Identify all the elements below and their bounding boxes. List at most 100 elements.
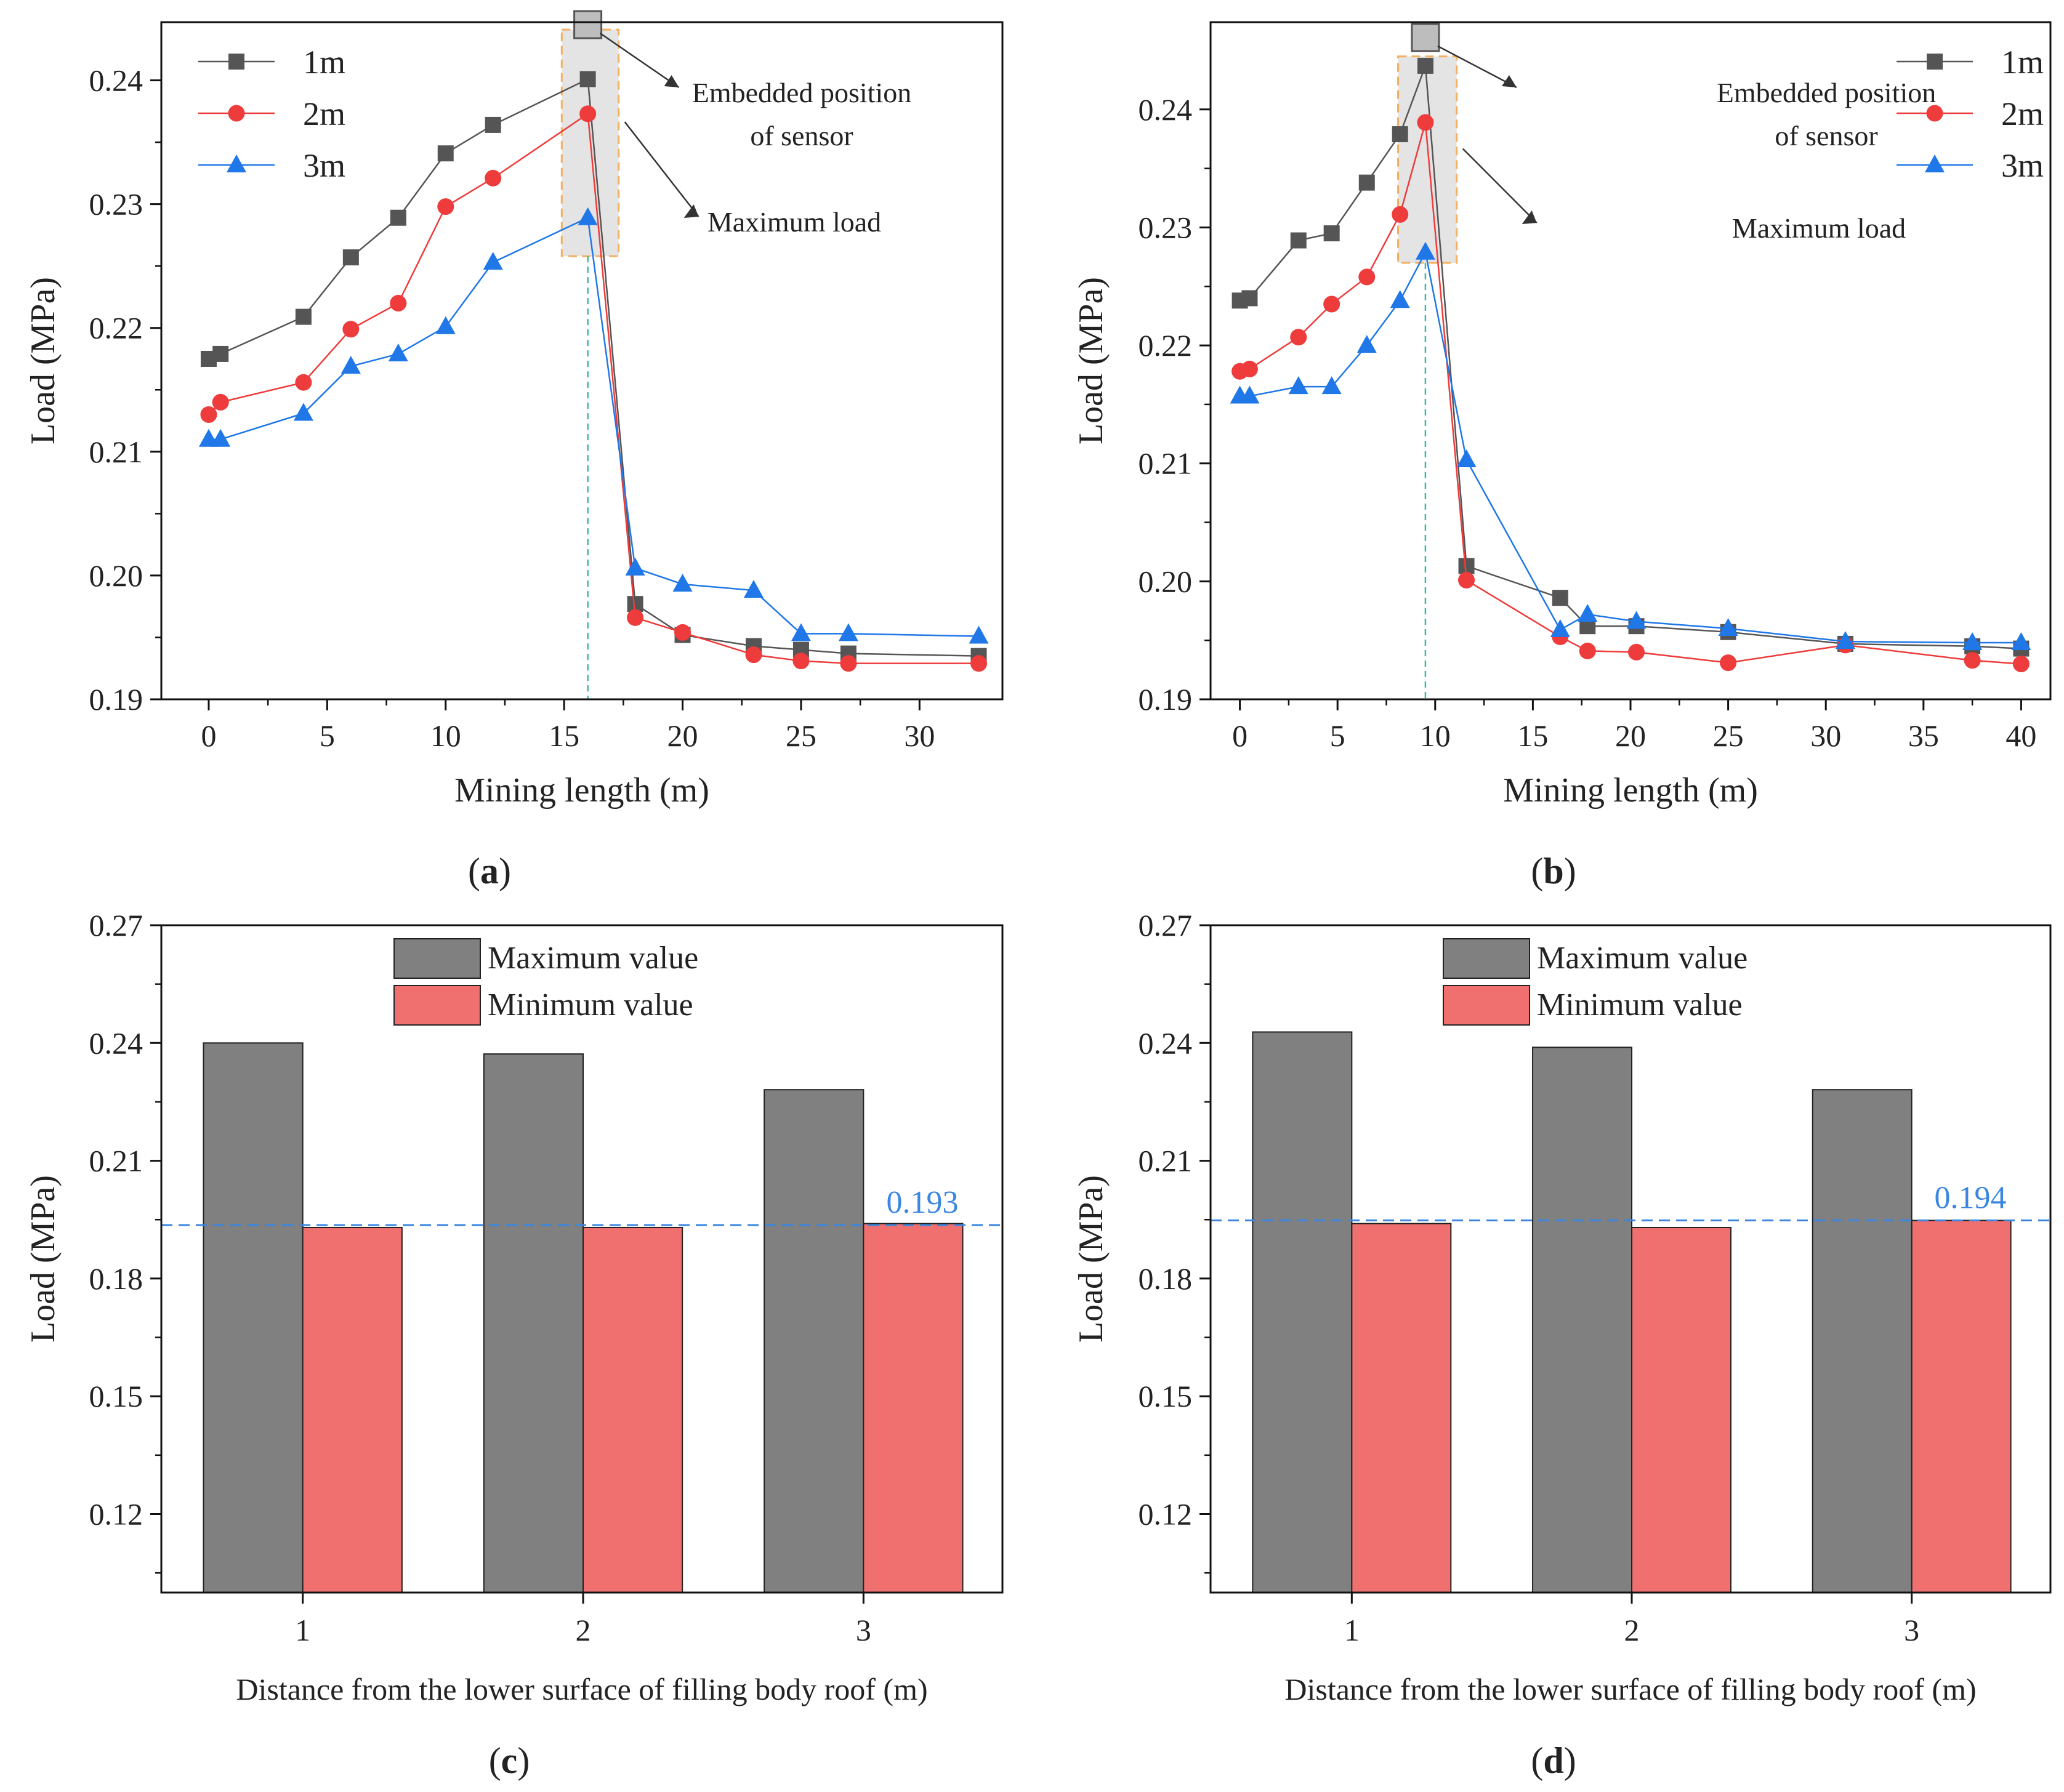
data-point-3m: [1718, 618, 1738, 637]
legend-label-1m: 1m: [2001, 44, 2044, 81]
legend-marker-2m: [1926, 105, 1943, 122]
data-point-1m: [1290, 232, 1307, 249]
data-point-3m: [341, 356, 361, 374]
legend: 1m 2m 3m: [1897, 44, 2044, 184]
data-point-1m: [390, 209, 406, 226]
y-tick-label: 0.20: [89, 558, 143, 593]
data-point-2m: [200, 406, 217, 423]
data-point-2m: [1323, 295, 1340, 313]
bar-min: [1911, 1219, 2012, 1594]
data-point-3m: [1357, 335, 1377, 353]
plot-frame: [1209, 924, 2052, 1594]
data-point-3m: [388, 343, 408, 361]
max-load-arrow-head: [1522, 211, 1537, 224]
x-tick-label: 5: [320, 718, 335, 753]
panel-label-b-letter: b: [1543, 851, 1563, 891]
data-point-3m: [1415, 241, 1435, 260]
y-tick-label: 0.19: [89, 682, 143, 717]
y-tick-label: 0.12: [1139, 1497, 1193, 1531]
data-point-3m: [1288, 376, 1308, 395]
x-tick-label: 20: [667, 718, 698, 753]
panel-label-a-letter: a: [480, 851, 499, 891]
y-tick-label: 0.22: [89, 311, 143, 345]
annotation-max-load: Maximum load: [707, 206, 881, 238]
panel-d: 1 2 3 0.194 0.12 0.15 0.18 0.21 0.24 0.27 Distance…: [1072, 908, 2052, 1706]
sensor-arrow: [599, 32, 680, 89]
data-point-2m: [1358, 268, 1376, 286]
bar-max: [1532, 1047, 1633, 1593]
data-point-2m: [674, 624, 691, 641]
data-point-2m: [1579, 642, 1596, 659]
panel-b: 0.19 0.20 0.21 0.22 0.23 0.24 0 5 10 15 20 25 30 35 40…: [1072, 21, 2052, 810]
y-tick-label: 0.18: [89, 1261, 143, 1296]
y-tick-label: 0.20: [1139, 564, 1193, 598]
legend-label-max: Maximum value: [488, 941, 698, 976]
y-tick-label: 0.27: [1139, 908, 1193, 942]
reference-line-label: 0.193: [887, 1185, 959, 1220]
x-tick-label: 3: [856, 1613, 871, 1647]
x-tick-label: 30: [1810, 718, 1841, 753]
reference-line-label: 0.194: [1935, 1181, 2007, 1216]
max-load-arrow: [1462, 148, 1538, 223]
data-point-2m: [295, 374, 312, 391]
y-tick-label: 0.27: [89, 908, 143, 942]
legend-swatch-max: [1443, 938, 1530, 979]
y-tick-label: 0.12: [89, 1497, 143, 1531]
max-load-arrow-head: [683, 204, 699, 218]
data-point-1m: [1458, 558, 1475, 574]
panel-label-a: (a): [468, 851, 511, 891]
panel-a: 0.19 0.20 0.21 0.22 0.23 0.24 0 5 10 15 20 25 30 Mini…: [24, 10, 1004, 810]
data-point-3m: [483, 252, 503, 270]
data-point-2m: [1720, 654, 1737, 672]
annotation-sensor-line2: of sensor: [750, 120, 853, 151]
bar-max: [1812, 1089, 1913, 1593]
series-line-3m: [1240, 249, 2022, 644]
x-tick-label: 5: [1330, 718, 1345, 753]
x-axis-title: Distance from the lower surface of filli…: [1284, 1672, 1976, 1706]
data-point-2m: [792, 653, 810, 670]
x-axis-title: Distance from the lower surface of filli…: [236, 1672, 927, 1706]
x-axis-title: Mining length (m): [1503, 771, 1758, 810]
data-point-3m: [1962, 632, 1983, 651]
sensor-arrow-head: [1501, 75, 1517, 87]
data-point-2m: [745, 646, 762, 664]
legend: 1m 2m 3m: [198, 44, 345, 184]
y-tick-label: 0.21: [1139, 446, 1193, 481]
panel-label-c-letter: c: [501, 1740, 518, 1781]
sensor-arrow-head: [664, 75, 679, 87]
data-point-2m: [1458, 571, 1475, 589]
bar-max: [764, 1089, 865, 1593]
y-tick-label: 0.15: [1139, 1379, 1193, 1413]
x-tick-label: 0: [1232, 718, 1248, 753]
data-point-3m: [211, 428, 231, 447]
data-point-3m: [1390, 290, 1410, 308]
y-tick-label: 0.19: [1139, 682, 1193, 717]
plot-frame: [1209, 21, 2052, 701]
legend-label-1m: 1m: [303, 44, 345, 81]
sensor-marker: [1411, 23, 1440, 52]
y-axis-title: Load (MPa): [24, 277, 62, 444]
plot-frame: [160, 924, 1004, 1594]
data-point-2m: [437, 198, 454, 215]
legend-label-2m: 2m: [2001, 95, 2044, 132]
bar-min: [302, 1226, 403, 1594]
panel-c: 1 2 3 0.193 0.12 0.15 0.18 0.21 0.24 0.27 Distance…: [24, 908, 1004, 1706]
y-tick-label: 0.24: [89, 1026, 143, 1060]
data-point-1m: [295, 308, 312, 325]
y-tick-label: 0.22: [1139, 328, 1193, 363]
data-point-2m: [970, 655, 988, 672]
x-tick-label: 15: [1517, 718, 1548, 753]
data-point-3m: [1578, 604, 1598, 622]
y-tick-label: 0.24: [89, 63, 143, 98]
legend-marker-2m: [228, 105, 245, 122]
data-point-1m: [1392, 126, 1408, 143]
y-tick-label: 0.18: [1139, 1261, 1193, 1296]
x-tick-label: 35: [1908, 718, 1939, 753]
x-axis-title: Mining length (m): [454, 771, 709, 810]
annotation-max-load: Maximum load: [1732, 212, 1906, 244]
x-tick-label: 1: [295, 1613, 310, 1647]
data-point-3m: [1321, 376, 1342, 395]
data-point-1m: [1241, 290, 1258, 307]
annotation-sensor-line1: Embedded position: [1717, 77, 1936, 108]
x-tick-label: 20: [1615, 718, 1646, 753]
